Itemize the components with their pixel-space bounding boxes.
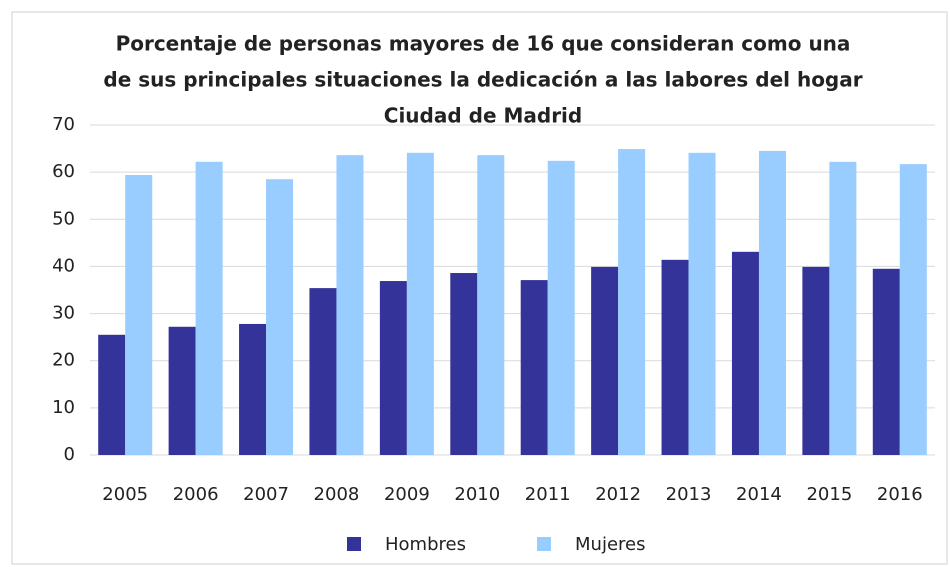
bar (520, 280, 548, 455)
bar (477, 155, 505, 455)
bar (379, 281, 407, 455)
x-tick-label: 2013 (666, 484, 712, 505)
y-tick-label: 70 (52, 114, 75, 135)
bar (239, 323, 267, 455)
x-tick-label: 2008 (314, 484, 360, 505)
bar (168, 326, 196, 455)
bar (547, 160, 575, 456)
bar (758, 150, 786, 455)
bar (688, 152, 716, 456)
y-tick-label: 10 (52, 397, 75, 418)
bar (618, 149, 646, 456)
bar (98, 334, 126, 455)
bar (266, 179, 294, 455)
y-tick-label: 40 (52, 255, 75, 276)
y-tick-label: 30 (52, 303, 75, 324)
x-tick-label: 2015 (806, 484, 852, 505)
chart-title: Porcentaje de personas mayores de 16 que… (116, 32, 851, 56)
chart-title: de sus principales situaciones la dedica… (103, 68, 862, 92)
x-tick-label: 2016 (877, 484, 923, 505)
y-tick-label: 20 (52, 350, 75, 371)
bar (829, 161, 857, 455)
x-tick-label: 2006 (173, 484, 219, 505)
bar (125, 174, 153, 455)
bar (802, 266, 830, 455)
bar (406, 152, 434, 456)
bar (591, 266, 619, 455)
x-tick-label: 2012 (595, 484, 641, 505)
legend-swatch (347, 537, 361, 551)
x-tick-label: 2011 (525, 484, 571, 505)
bar (872, 268, 900, 455)
legend-label: Mujeres (575, 534, 645, 555)
bar (731, 251, 759, 455)
bar (450, 273, 478, 455)
bar (661, 259, 689, 455)
x-tick-label: 2014 (736, 484, 782, 505)
bar (195, 161, 223, 455)
x-tick-label: 2005 (102, 484, 148, 505)
y-tick-label: 60 (52, 161, 75, 182)
x-tick-label: 2009 (384, 484, 430, 505)
legend-swatch (537, 537, 551, 551)
x-tick-label: 2010 (454, 484, 500, 505)
chart-title: Ciudad de Madrid (384, 104, 582, 128)
bar (309, 288, 337, 455)
bar (899, 164, 927, 455)
legend-label: Hombres (385, 534, 466, 555)
y-tick-label: 0 (64, 444, 75, 465)
x-tick-label: 2007 (243, 484, 289, 505)
y-tick-label: 50 (52, 208, 75, 229)
bar (336, 155, 364, 455)
